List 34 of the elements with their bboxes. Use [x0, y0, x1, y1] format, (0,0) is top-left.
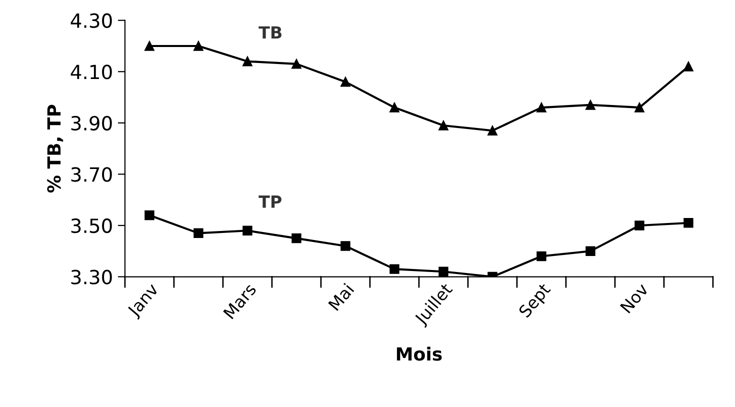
y-tick-label: 4.10 [70, 64, 112, 80]
series-label: TB [258, 26, 282, 38]
point [536, 251, 546, 262]
point [292, 59, 302, 69]
x-axis-title: Mois [396, 346, 442, 361]
point [194, 228, 204, 238]
point [536, 102, 546, 112]
point [488, 126, 498, 136]
point [438, 266, 448, 276]
point [684, 218, 694, 228]
point [390, 102, 400, 112]
y-axis-title: % TB, TP [47, 104, 64, 193]
y-tick-label: 3.50 [71, 218, 112, 234]
y-tick-label: 3.30 [71, 270, 112, 284]
series-label: TP [258, 196, 282, 208]
point [144, 210, 154, 220]
point [242, 56, 252, 66]
point [340, 241, 350, 251]
point [242, 226, 252, 236]
point [292, 233, 302, 244]
y-tick-label: 4.30 [70, 13, 112, 28]
point [340, 77, 350, 87]
point [684, 62, 694, 72]
point [586, 100, 596, 110]
point [194, 41, 204, 51]
point [586, 246, 596, 256]
point [634, 102, 644, 112]
x-tick-label: Mai [328, 282, 354, 312]
y-tick-label: 3.90 [71, 116, 112, 131]
point [634, 220, 644, 230]
point [144, 41, 154, 51]
y-tick-label: 3.70 [71, 167, 112, 182]
point [438, 120, 448, 130]
point [390, 264, 400, 274]
